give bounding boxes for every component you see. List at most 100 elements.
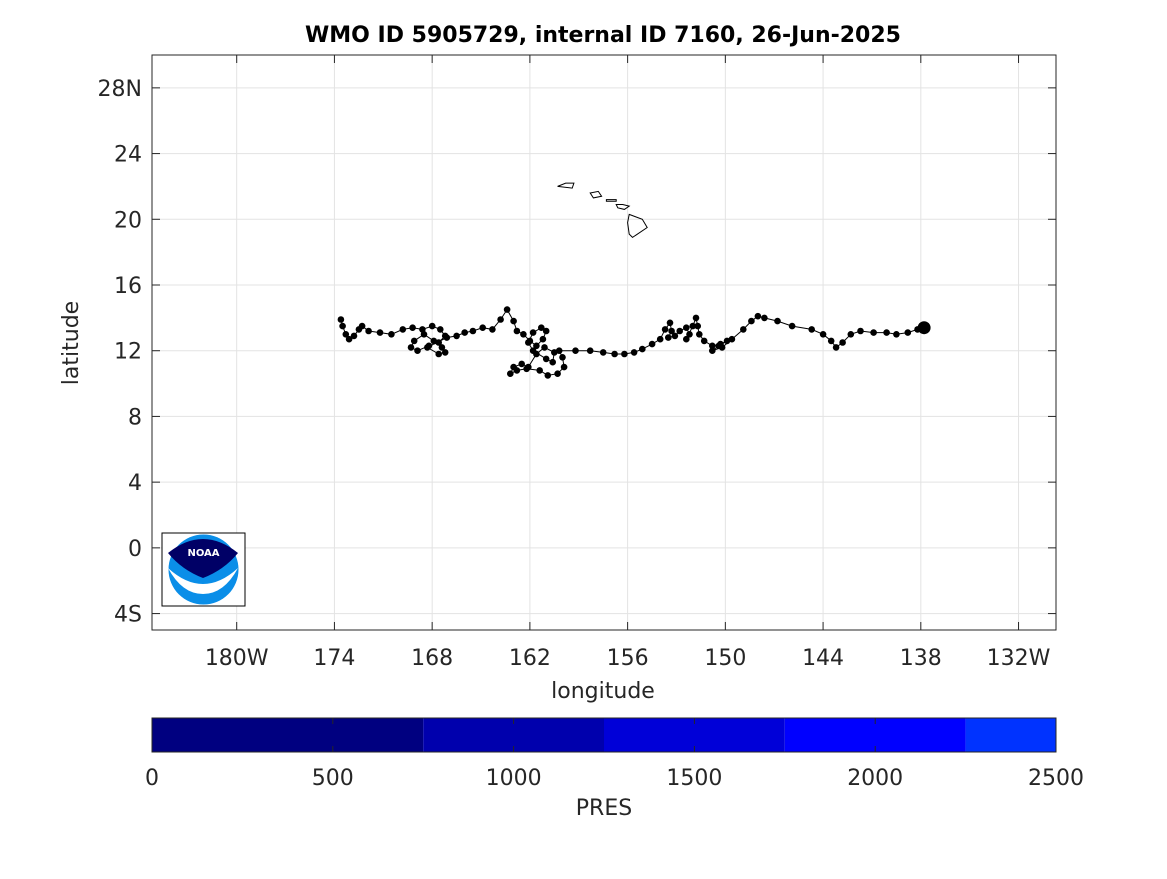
track-point (559, 354, 566, 361)
track-point (857, 327, 864, 335)
x-axis-label: longitude (551, 679, 655, 704)
track-point (510, 317, 517, 325)
y-tick-label: 4S (114, 603, 142, 628)
track-point (883, 329, 890, 336)
x-tick-label: 156 (607, 646, 649, 671)
colorbar-segment (152, 718, 424, 752)
colorbar-tick-label: 1500 (666, 766, 722, 791)
track-point (337, 316, 345, 323)
y-tick-label: 12 (114, 340, 142, 365)
track-point (533, 342, 540, 350)
track-point (904, 329, 912, 336)
colorbar-tick-label: 2500 (1028, 766, 1084, 791)
track-point (740, 326, 747, 333)
track-point (630, 349, 638, 356)
track-point (621, 350, 628, 358)
track-point (648, 340, 656, 348)
track-point (692, 314, 700, 322)
island-outline (557, 182, 575, 189)
y-tick-label: 4 (128, 471, 142, 496)
track-point (761, 314, 768, 322)
track-point (453, 332, 460, 340)
colorbar-segments (151, 718, 1057, 752)
track-point (683, 324, 690, 332)
track-point (441, 349, 449, 356)
track-point (665, 334, 672, 341)
track-point (538, 324, 545, 332)
track-point (345, 335, 353, 343)
track-point (513, 327, 521, 335)
last-position-marker (917, 321, 931, 335)
track-point (728, 335, 736, 343)
track-point (709, 342, 716, 350)
colorbar-tick-label: 500 (312, 766, 354, 791)
colorbar-label: PRES (576, 796, 632, 821)
y-tick-label: 24 (114, 143, 142, 168)
x-tick-label: 138 (900, 646, 942, 671)
float-track (337, 306, 931, 379)
track-point (507, 370, 514, 378)
y-axis-label: latitude (59, 301, 84, 385)
track-point (424, 344, 431, 351)
island-outline (615, 204, 631, 210)
track-point (683, 335, 690, 343)
x-tick-label: 180W (205, 646, 269, 671)
track-point (414, 347, 421, 355)
track-point (437, 326, 444, 333)
colorbar-segment (965, 718, 1056, 752)
y-tick-label: 8 (128, 405, 142, 430)
map-frame (151, 54, 1057, 631)
track-point (428, 322, 436, 330)
track-point (668, 327, 675, 335)
track-point (709, 347, 716, 355)
colorbar-frame (151, 717, 1057, 753)
track-point (788, 322, 796, 330)
x-tick-label: 168 (411, 646, 453, 671)
track-point (754, 312, 762, 320)
island-outline (589, 190, 603, 199)
colorbar-tick-label: 0 (145, 766, 159, 791)
track-point (700, 337, 708, 345)
track-point (358, 322, 366, 330)
track-point (420, 331, 428, 338)
track-point (350, 332, 358, 340)
noaa-logo-text: NOAA (187, 548, 219, 559)
track-point (342, 331, 350, 338)
track-point (639, 345, 646, 353)
track-point (544, 372, 552, 379)
track-point (774, 317, 781, 325)
track-point (542, 355, 550, 363)
track-point (399, 326, 407, 333)
colorbar: 0 500 1000 1500 2000 2500 PRES (145, 717, 1084, 821)
track-point (671, 332, 679, 340)
track-point (523, 365, 530, 373)
track-point (676, 327, 683, 335)
track-point (847, 331, 855, 338)
track-point (611, 350, 618, 358)
track-point (539, 335, 547, 343)
track-point (666, 319, 674, 327)
track-point (407, 344, 415, 351)
y-tick-label: 28N (98, 77, 142, 102)
map-plot-area (152, 55, 1056, 630)
colorbar-tick-labels: 0 500 1000 1500 2000 2500 (145, 766, 1084, 791)
y-tick-label: 20 (114, 208, 142, 233)
track-point (718, 344, 726, 351)
track-point (430, 337, 438, 345)
track-point (870, 329, 877, 336)
track-point (694, 322, 701, 330)
track-point (435, 350, 443, 358)
hawaii-islands (557, 182, 648, 239)
track-point (469, 327, 477, 335)
track-point (497, 316, 504, 323)
track-point (339, 322, 346, 330)
track-line (340, 308, 925, 376)
track-point (560, 363, 568, 371)
track-point (893, 331, 900, 338)
y-tick-label: 16 (114, 274, 142, 299)
track-point (554, 370, 561, 378)
track-point (536, 367, 543, 374)
colorbar-tick-label: 2000 (847, 766, 903, 791)
track-point (686, 331, 693, 338)
